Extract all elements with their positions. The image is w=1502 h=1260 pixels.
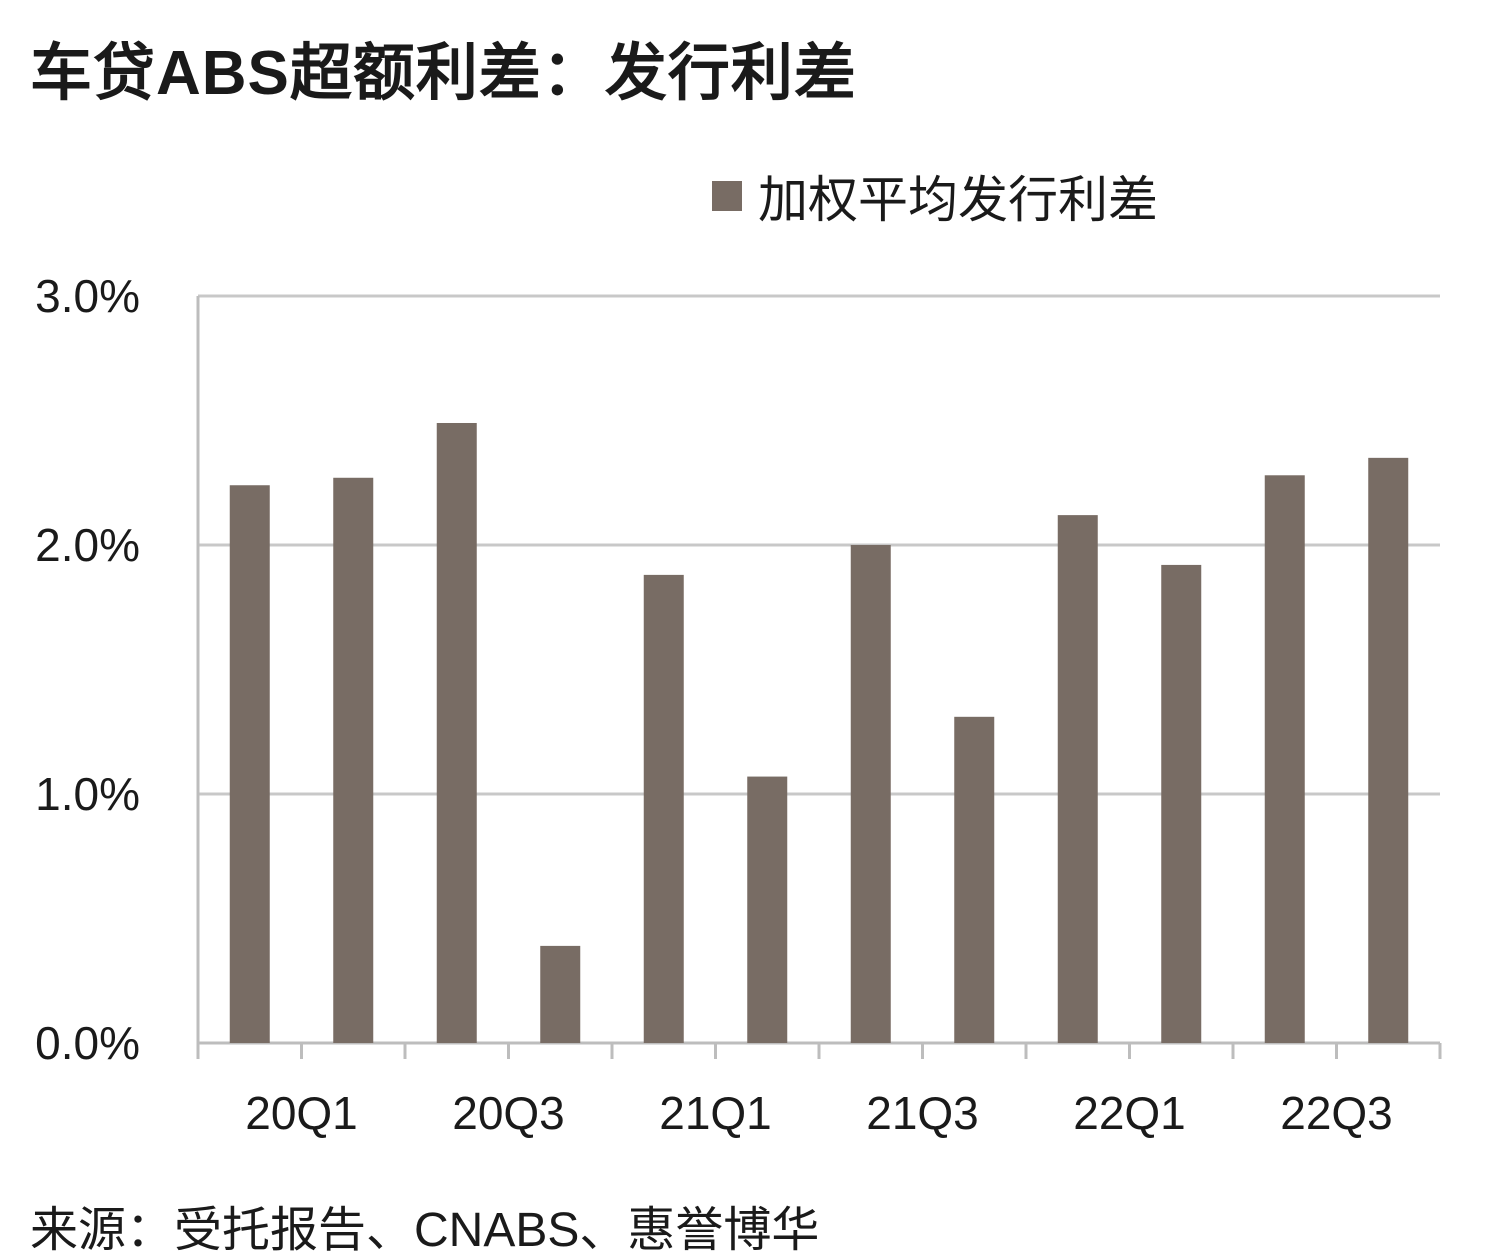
bar-21Q1: [643, 574, 684, 1043]
bar-22Q1: [1057, 515, 1098, 1043]
y-tick-label: 1.0%: [35, 768, 140, 820]
bar-22Q4: [1368, 457, 1409, 1044]
bar-21Q4: [954, 716, 995, 1043]
bar-20Q1: [229, 485, 270, 1043]
x-tick-label: 21Q1: [659, 1087, 772, 1139]
bar-20Q4: [540, 945, 581, 1043]
legend-swatch: [712, 181, 742, 211]
x-tick-label: 20Q3: [452, 1087, 565, 1139]
y-tick-label: 0.0%: [35, 1017, 140, 1069]
bar-22Q3: [1264, 475, 1305, 1043]
bar-20Q2: [333, 477, 374, 1043]
bar-22Q2: [1161, 564, 1202, 1043]
source-note: 来源：受托报告、CNABS、惠誉博华: [30, 1204, 820, 1257]
legend: 加权平均发行利差: [712, 160, 1158, 232]
bar-20Q3: [436, 422, 477, 1043]
x-tick-label: 21Q3: [866, 1087, 979, 1139]
legend-label: 加权平均发行利差: [758, 172, 1158, 228]
bar-21Q3: [850, 545, 891, 1043]
chart-title: 车贷ABS超额利差：发行利差: [30, 39, 857, 108]
y-tick-label: 2.0%: [35, 519, 140, 571]
x-tick-label: 20Q1: [245, 1087, 358, 1139]
y-tick-label: 3.0%: [35, 270, 140, 322]
bar-21Q2: [747, 776, 788, 1043]
x-tick-label: 22Q3: [1280, 1087, 1393, 1139]
x-tick-label: 22Q1: [1073, 1087, 1186, 1139]
